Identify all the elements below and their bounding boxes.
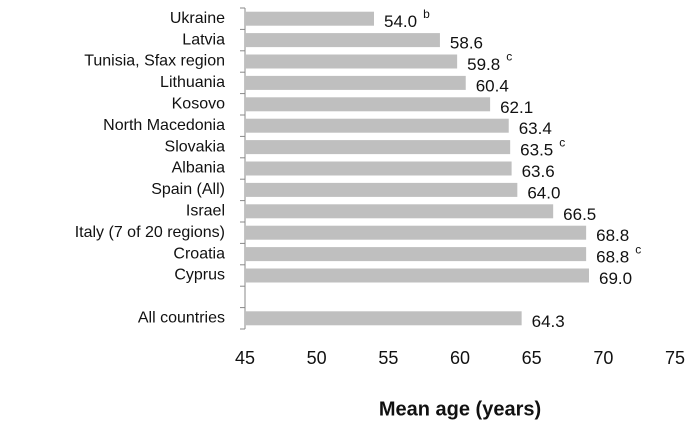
bar (245, 268, 589, 283)
bar (245, 247, 587, 262)
y-tick-label: Lithuania (160, 74, 225, 91)
bar (245, 54, 458, 69)
y-tick-label: Kosovo (172, 96, 225, 113)
annotation: c (635, 242, 641, 256)
y-tick-label: Tunisia, Sfax region (84, 53, 225, 70)
y-tick-label: Spain (All) (151, 181, 225, 198)
x-tick-label: 55 (378, 348, 398, 368)
value-label: 54.0 (384, 12, 417, 31)
bar (245, 75, 466, 90)
annotation: c (559, 135, 565, 149)
bar (245, 118, 509, 133)
annotation: b (423, 7, 430, 21)
y-tick-label: Slovakia (165, 138, 226, 155)
bar (245, 182, 518, 197)
x-tick-label: 65 (522, 348, 542, 368)
y-tick-label: Israel (186, 203, 225, 220)
x-axis-title: Mean age (years) (379, 398, 541, 420)
value-label: 62.1 (500, 98, 533, 117)
y-tick-label: All countries (138, 310, 225, 327)
value-label: 68.8 (596, 226, 629, 245)
bar (245, 11, 374, 26)
y-tick-label: Latvia (182, 31, 225, 48)
value-label: 64.0 (527, 183, 560, 202)
annotation: c (506, 50, 512, 64)
y-tick-label: North Macedonia (103, 117, 225, 134)
x-tick-label: 60 (450, 348, 470, 368)
x-tick-label: 75 (665, 348, 685, 368)
value-label: 60.4 (476, 76, 509, 95)
y-tick-label: Cyprus (174, 267, 225, 284)
bar (245, 225, 587, 240)
y-tick-label: Croatia (173, 245, 225, 262)
bar (245, 161, 512, 176)
bar (245, 97, 491, 112)
value-label: 64.3 (532, 312, 565, 331)
bar (245, 140, 511, 155)
value-label: 63.5 (520, 141, 553, 160)
x-tick-label: 50 (307, 348, 327, 368)
y-tick-label: Albania (172, 160, 225, 177)
value-label: 63.4 (519, 119, 552, 138)
y-tick-label: Ukraine (170, 10, 225, 27)
value-label: 68.8 (596, 248, 629, 267)
value-label: 58.6 (450, 34, 483, 53)
bar (245, 204, 554, 219)
value-label: 69.0 (599, 269, 632, 288)
bar (245, 311, 522, 326)
y-tick-label: Italy (7 of 20 regions) (75, 224, 225, 241)
value-label: 63.6 (522, 162, 555, 181)
bar (245, 33, 440, 48)
x-tick-label: 45 (235, 348, 255, 368)
x-tick-label: 70 (593, 348, 613, 368)
value-label: 66.5 (563, 205, 596, 224)
value-label: 59.8 (467, 55, 500, 74)
